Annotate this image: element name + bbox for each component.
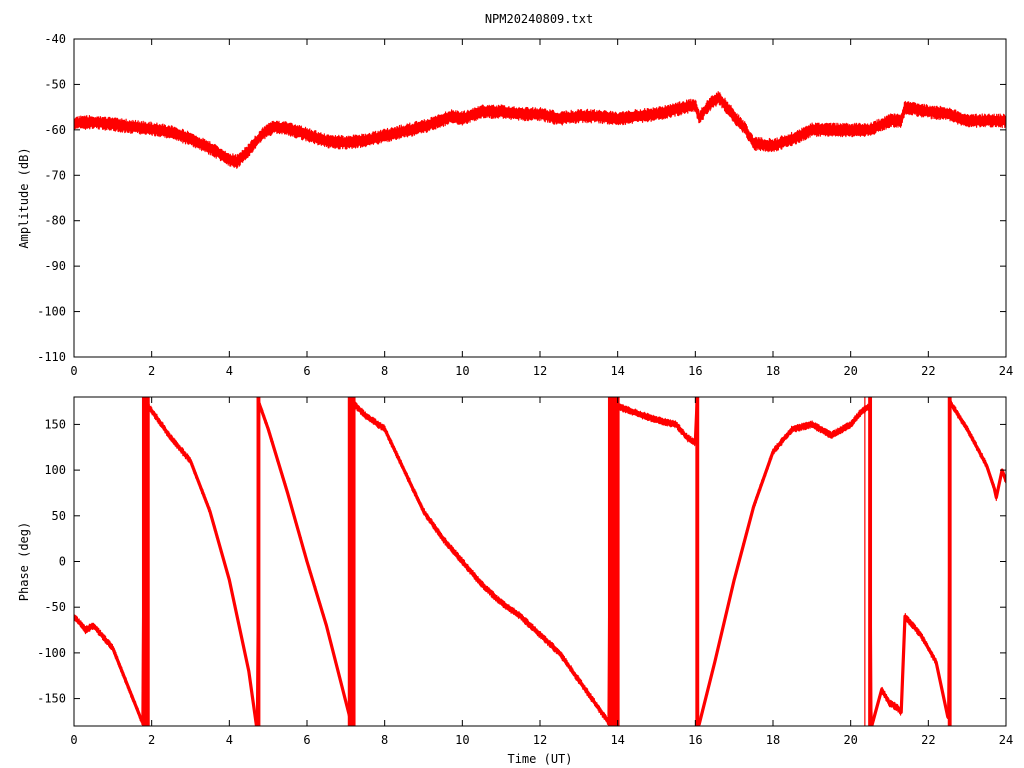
x-tick-label: 10: [455, 733, 469, 747]
y-tick-label: 150: [44, 417, 66, 431]
panel-amplitude: 0 2 4 6 8 10 12 14 16 18 20 22 24-110-100-90-80-70-6…: [17, 32, 1013, 378]
x-tick-label: 12: [533, 364, 547, 378]
x-tick-label: 4: [226, 364, 233, 378]
x-tick-label: 18: [766, 733, 780, 747]
phase-wrap-band: [607, 397, 620, 726]
phase-wrap-band: [947, 397, 952, 726]
x-tick-label: 20: [843, 364, 857, 378]
y-tick-label: -100: [37, 646, 66, 660]
x-tick-label: 6: [303, 733, 310, 747]
phase-wrap-band: [864, 397, 866, 726]
x-tick-label: 2: [148, 733, 155, 747]
x-tick-label: 16: [688, 733, 702, 747]
y-tick-label: -100: [37, 305, 66, 319]
x-tick-label: 8: [381, 733, 388, 747]
chart-title: NPM20240809.txt: [485, 12, 593, 26]
y-tick-label: -50: [44, 600, 66, 614]
x-tick-label: 14: [610, 733, 624, 747]
x-tick-label: 20: [843, 733, 857, 747]
x-tick-label: 10: [455, 364, 469, 378]
x-tick-label: 24: [999, 364, 1013, 378]
x-tick-label: 2: [148, 364, 155, 378]
phase-wrap-band: [347, 397, 356, 726]
x-tick-label: 12: [533, 733, 547, 747]
phase-wrap-band: [868, 397, 873, 726]
y-tick-label: 50: [52, 509, 66, 523]
y-tick-label: 100: [44, 463, 66, 477]
phase-wrap-band: [695, 397, 700, 726]
chart-panels: 0 2 4 6 8 10 12 14 16 18 20 22 24-110-100-90-80-70-6…: [17, 32, 1013, 766]
x-tick-label: 6: [303, 364, 310, 378]
x-tick-label: 4: [226, 733, 233, 747]
y-tick-label: 0: [59, 555, 66, 569]
x-tick-label: 24: [999, 733, 1013, 747]
y-axis-label: Amplitude (dB): [17, 147, 31, 248]
y-tick-label: -90: [44, 259, 66, 273]
x-tick-label: 22: [921, 364, 935, 378]
series-line: [74, 95, 1006, 164]
y-tick-label: -60: [44, 123, 66, 137]
x-axis-label: Time (UT): [507, 752, 572, 766]
phase-wrap-band: [141, 397, 150, 726]
y-tick-label: -110: [37, 350, 66, 364]
x-tick-label: 0: [70, 733, 77, 747]
series-0: [74, 91, 1006, 169]
y-axis-label: Phase (deg): [17, 522, 31, 601]
series-0: [74, 397, 1006, 726]
phase-wrap-band: [256, 397, 261, 726]
y-tick-label: -80: [44, 214, 66, 228]
x-tick-label: 8: [381, 364, 388, 378]
x-tick-label: 16: [688, 364, 702, 378]
y-tick-label: -70: [44, 168, 66, 182]
x-tick-label: 22: [921, 733, 935, 747]
panel-phase: 0 2 4 6 8 10 12 14 16 18 20 22 24-150-100-5005010015…: [17, 396, 1013, 766]
series-line: [74, 397, 1006, 726]
x-tick-label: 14: [610, 364, 624, 378]
y-tick-label: -50: [44, 77, 66, 91]
y-tick-label: -150: [37, 692, 66, 706]
y-tick-label: -40: [44, 32, 66, 46]
x-tick-label: 0: [70, 364, 77, 378]
x-tick-label: 18: [766, 364, 780, 378]
